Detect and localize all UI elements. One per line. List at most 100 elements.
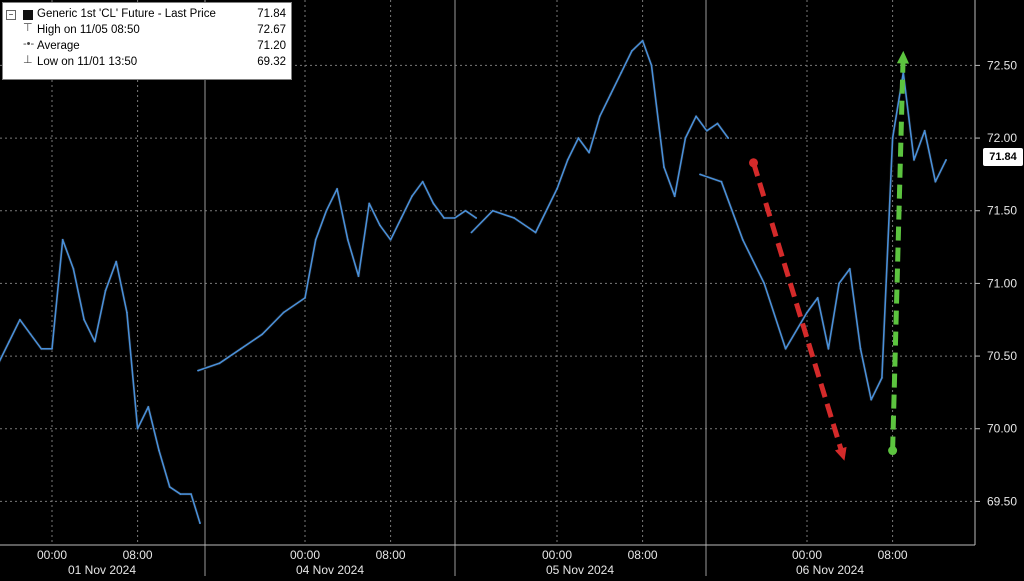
grid [0,0,975,545]
data-point [870,398,873,401]
data-point [199,522,201,525]
data-point [115,260,118,263]
data-point [19,318,21,321]
data-point [620,71,623,74]
series-line [699,71,947,401]
data-point [716,122,719,125]
y-tick-label: 71.00 [987,276,1017,290]
series-line [197,180,477,372]
y-tick-label: 70.50 [987,349,1017,363]
data-point [741,238,744,241]
legend-low-label: Low on 11/01 13:50 [37,56,138,68]
data-point [432,202,435,205]
data-point [190,493,193,496]
legend-average-value: 71.20 [257,40,286,52]
down-arrow-start-dot [749,158,758,168]
legend-row-low: ⊥ Low on 11/01 13:50 69.32 [3,54,291,70]
data-point [631,49,633,52]
data-point [239,347,242,350]
y-tick-label: 71.50 [987,204,1017,218]
x-tick-label: 08:00 [628,548,658,562]
data-point [720,180,723,183]
data-point [684,137,687,139]
data-point [588,151,590,154]
down-arrow-head [834,446,847,461]
data-point [51,347,53,350]
data-point [304,297,306,299]
y-tick-label: 72.50 [987,58,1017,72]
data-point [40,347,43,350]
data-point [827,347,830,350]
data-point [126,311,128,314]
last-price-tag: 71.84 [983,148,1023,166]
legend-average-label: Average [37,40,80,52]
data-point [147,406,150,408]
legend-high-label: High on 11/05 08:50 [37,24,140,36]
y-tick-label: 70.00 [987,422,1017,436]
data-point [282,311,285,314]
data-point [491,209,494,212]
series-shadow [470,39,730,235]
legend-title: Generic 1st 'CL' Future - Last Price [37,8,216,20]
data-point [881,376,883,379]
data-point [400,217,403,219]
legend-low-value: 69.32 [257,56,286,68]
data-point [261,333,264,336]
data-point [179,493,182,496]
data-point [389,238,392,241]
x-tick-label: 00:00 [37,548,67,562]
x-tick-label: 00:00 [542,548,572,562]
data-point [695,115,697,118]
data-point [453,217,456,219]
data-point [891,137,894,139]
x-tick-label: 00:00 [792,548,822,562]
collapse-icon[interactable]: − [6,10,16,20]
data-point [859,347,862,350]
data-point [325,209,328,212]
data-point [83,318,85,321]
data-point [158,449,160,452]
data-point [806,311,808,314]
data-point [838,282,840,285]
data-point [784,347,787,350]
y-tick-label: 69.50 [987,494,1017,508]
data-point [379,224,381,227]
data-point [705,129,708,132]
data-point [513,217,516,219]
data-point [421,180,424,183]
data-point [104,289,107,292]
data-point [556,188,558,190]
tick-labels: 69.50 70.00 70.50 71.00 71.50 72.00 72.50 00:00… [37,58,1017,577]
legend-row-high: ⊤ High on 11/05 08:50 72.67 [3,22,291,38]
data-point [61,238,64,241]
data-point [443,217,445,219]
day-label: 04 Nov 2024 [296,563,364,576]
data-point [650,64,653,67]
legend-row-last: − Generic 1st 'CL' Future - Last Price 7… [3,6,291,22]
data-point [336,188,338,190]
data-point [218,362,221,365]
data-point [945,158,947,161]
up-arrow-start-dot [888,446,898,456]
data-point [641,39,644,42]
data-point [197,369,199,372]
up-arrow-shaft [890,61,906,451]
data-point [411,195,413,198]
annotations [749,50,910,461]
up-arrow-head [896,50,910,64]
axes [0,0,980,576]
data-point [475,217,478,219]
data-point [136,427,139,430]
data-point [727,137,730,139]
data-point [923,129,926,132]
data-point [566,158,569,161]
x-tick-label: 08:00 [123,548,153,562]
data-point [368,202,371,205]
day-label: 06 Nov 2024 [796,563,864,576]
low-marker-icon: ⊥ [23,54,33,66]
legend[interactable]: − Generic 1st 'CL' Future - Last Price 7… [2,2,292,80]
data-point [699,173,701,176]
day-label: 01 Nov 2024 [68,563,136,576]
